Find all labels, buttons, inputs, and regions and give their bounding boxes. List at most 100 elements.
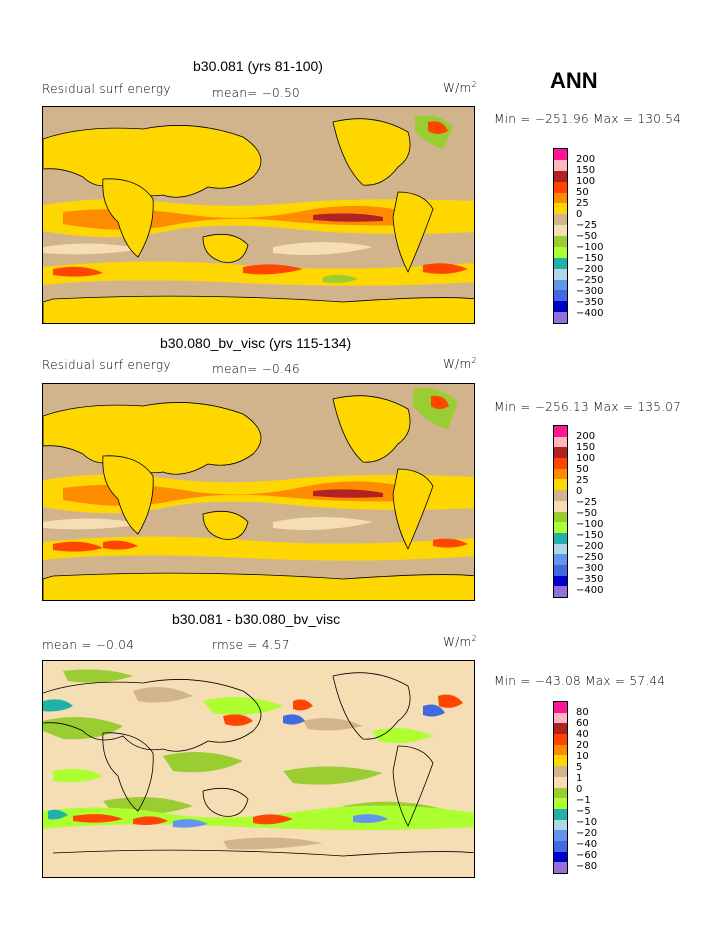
colorbar-tick: −350 bbox=[576, 574, 604, 585]
colorbar-swatch bbox=[554, 468, 567, 480]
colorbar-swatch bbox=[554, 511, 567, 523]
colorbar-tick: 100 bbox=[576, 453, 596, 464]
colorbar-tick: 200 bbox=[576, 154, 596, 165]
panel-1-units: W/m2 bbox=[443, 80, 477, 95]
colorbar-swatch bbox=[554, 214, 567, 226]
colorbar-tick: −150 bbox=[576, 253, 604, 264]
colorbar-swatch bbox=[554, 236, 567, 247]
colorbar-swatch bbox=[554, 543, 567, 555]
panel-3-colorbar-ticks: 80 60 40 20 10 5 1 0 −1 −5 −10 −20 −40 −… bbox=[576, 707, 597, 872]
colorbar-swatch bbox=[554, 159, 567, 171]
colorbar-tick: 150 bbox=[576, 165, 596, 176]
colorbar-tick: 100 bbox=[576, 176, 596, 187]
colorbar-swatch bbox=[554, 702, 567, 713]
colorbar-tick: −50 bbox=[576, 231, 598, 242]
colorbar-swatch bbox=[554, 279, 567, 291]
colorbar-swatch bbox=[554, 479, 567, 491]
colorbar-swatch bbox=[554, 500, 567, 512]
colorbar-tick: 10 bbox=[576, 751, 589, 762]
colorbar-tick: −10 bbox=[576, 817, 598, 828]
panel-2-colorbar-ticks: 200 150 100 50 25 0 −25 −50 −100 −150 −2… bbox=[576, 431, 603, 596]
colorbar-swatch bbox=[554, 840, 567, 852]
colorbar-swatch bbox=[554, 257, 567, 269]
colorbar-tick: 25 bbox=[576, 475, 589, 486]
colorbar-swatch bbox=[554, 225, 567, 236]
colorbar-tick: 200 bbox=[576, 431, 596, 442]
panel-2-field-label: Residual surf energy bbox=[42, 358, 171, 372]
colorbar-swatch bbox=[554, 776, 567, 788]
panel-1-mean-label: mean= −0.50 bbox=[212, 86, 300, 100]
panel-1-map bbox=[42, 106, 475, 324]
colorbar-swatch bbox=[554, 203, 567, 215]
colorbar-swatch bbox=[554, 458, 567, 469]
colorbar-tick: −300 bbox=[576, 286, 604, 297]
panel-3-colorbar bbox=[553, 701, 568, 874]
colorbar-swatch bbox=[554, 755, 567, 767]
colorbar-tick: −100 bbox=[576, 242, 604, 253]
colorbar-swatch bbox=[554, 819, 567, 831]
colorbar-tick: −250 bbox=[576, 275, 604, 286]
panel-1-colorbar-ticks: 200 150 100 50 25 0 −25 −50 −100 −150 −2… bbox=[576, 154, 603, 319]
colorbar-swatch bbox=[554, 586, 567, 597]
colorbar-tick: −20 bbox=[576, 828, 598, 839]
colorbar-tick: −50 bbox=[576, 508, 598, 519]
colorbar-tick: −25 bbox=[576, 497, 598, 508]
panel-2-minmax: Min = −256.13 Max = 135.07 bbox=[494, 400, 682, 414]
colorbar-tick: 0 bbox=[576, 486, 583, 497]
colorbar-swatch bbox=[554, 734, 567, 745]
colorbar-swatch bbox=[554, 301, 567, 313]
panel-1-title: b30.081 (yrs 81-100) bbox=[193, 58, 323, 74]
colorbar-tick: 50 bbox=[576, 464, 589, 475]
colorbar-swatch bbox=[554, 766, 567, 777]
colorbar-tick: −25 bbox=[576, 220, 598, 231]
colorbar-swatch bbox=[554, 830, 567, 841]
colorbar-tick: −150 bbox=[576, 530, 604, 541]
panel-3-mean-label: mean = −0.04 bbox=[42, 638, 135, 652]
colorbar-tick: −80 bbox=[576, 861, 598, 872]
colorbar-swatch bbox=[554, 798, 567, 809]
colorbar-tick: −300 bbox=[576, 563, 604, 574]
panel-1-minmax: Min = −251.96 Max = 130.54 bbox=[494, 112, 682, 126]
colorbar-tick: −100 bbox=[576, 519, 604, 530]
colorbar-tick: 40 bbox=[576, 729, 589, 740]
colorbar-tick: −200 bbox=[576, 541, 604, 552]
colorbar-swatch bbox=[554, 787, 567, 799]
panel-2-map bbox=[42, 383, 475, 601]
panel-1-field-label: Residual surf energy bbox=[42, 82, 171, 96]
colorbar-tick: 150 bbox=[576, 442, 596, 453]
colorbar-swatch bbox=[554, 851, 567, 863]
colorbar-tick: −200 bbox=[576, 264, 604, 275]
colorbar-swatch bbox=[554, 312, 567, 323]
colorbar-tick: −250 bbox=[576, 552, 604, 563]
panel-3-rmse-label: rmse = 4.57 bbox=[212, 638, 290, 652]
colorbar-tick: −1 bbox=[576, 795, 591, 806]
colorbar-tick: 60 bbox=[576, 718, 589, 729]
colorbar-swatch bbox=[554, 712, 567, 724]
colorbar-tick: 50 bbox=[576, 187, 589, 198]
colorbar-tick: −400 bbox=[576, 308, 604, 319]
season-label: ANN bbox=[550, 68, 598, 93]
colorbar-swatch bbox=[554, 808, 567, 820]
colorbar-tick: 20 bbox=[576, 740, 589, 751]
colorbar-tick: 1 bbox=[576, 773, 583, 784]
colorbar-swatch bbox=[554, 436, 567, 448]
colorbar-swatch bbox=[554, 490, 567, 501]
colorbar-tick: 5 bbox=[576, 762, 583, 773]
colorbar-swatch bbox=[554, 192, 567, 204]
colorbar-tick: 80 bbox=[576, 707, 589, 718]
panel-3-map bbox=[42, 660, 475, 878]
colorbar-swatch bbox=[554, 181, 567, 193]
colorbar-swatch bbox=[554, 170, 567, 182]
colorbar-swatch bbox=[554, 862, 567, 873]
colorbar-swatch bbox=[554, 744, 567, 756]
colorbar-swatch bbox=[554, 290, 567, 302]
colorbar-tick: −400 bbox=[576, 585, 604, 596]
panel-1-colorbar bbox=[553, 148, 568, 324]
panel-3-minmax: Min = −43.08 Max = 57.44 bbox=[494, 674, 666, 688]
panel-2-units: W/m2 bbox=[443, 356, 477, 371]
colorbar-swatch bbox=[554, 532, 567, 544]
colorbar-swatch bbox=[554, 268, 567, 280]
colorbar-swatch bbox=[554, 564, 567, 576]
colorbar-tick: −40 bbox=[576, 839, 598, 850]
colorbar-swatch bbox=[554, 554, 567, 565]
